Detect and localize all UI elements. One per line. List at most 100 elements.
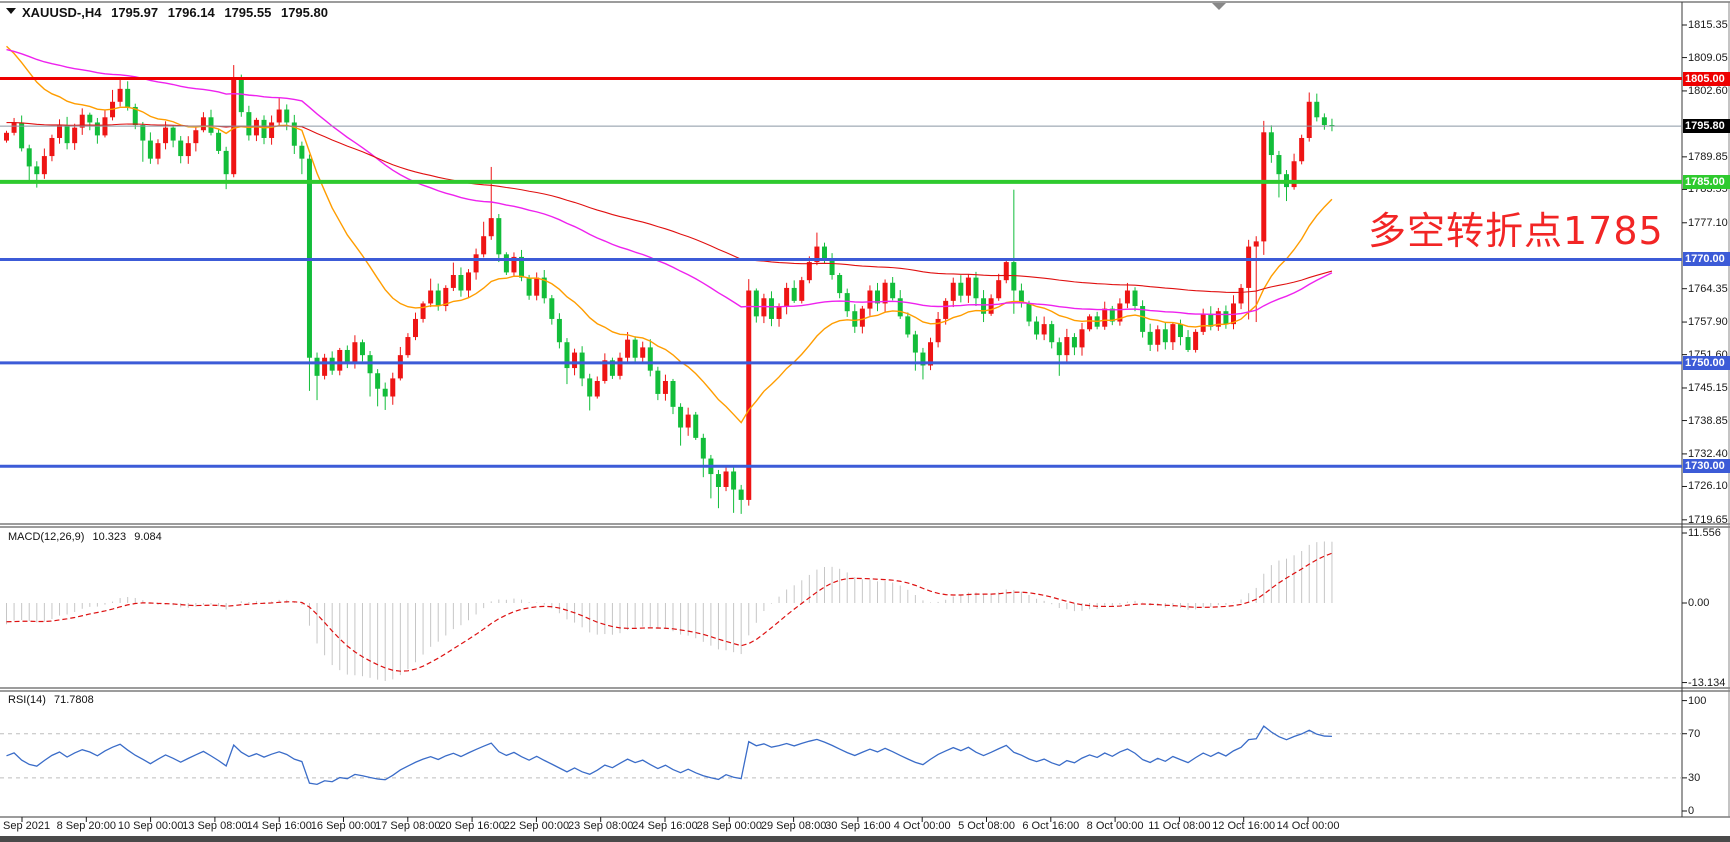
macd-axis-tick: 0.00 xyxy=(1688,597,1710,609)
candle xyxy=(564,342,570,369)
candle xyxy=(655,370,661,394)
time-axis-label: 17 Sep 08:00 xyxy=(375,820,441,832)
candle xyxy=(4,132,9,141)
rsi-axis-tick: 0 xyxy=(1688,805,1695,817)
candle xyxy=(526,277,532,296)
candle xyxy=(314,357,320,376)
candle xyxy=(799,280,805,301)
candle xyxy=(579,352,585,379)
time-axis-label: 8 Sep 20:00 xyxy=(56,820,116,832)
candle xyxy=(1246,246,1252,288)
rsi-name: RSI(14) xyxy=(8,694,46,706)
candle xyxy=(1321,117,1327,126)
price-level-badge: 1785.00 xyxy=(1683,174,1730,189)
candle xyxy=(1071,337,1077,348)
rsi-axis-tick: 30 xyxy=(1688,771,1701,784)
candle xyxy=(450,274,456,288)
candle xyxy=(1026,303,1032,322)
candle xyxy=(488,218,494,237)
candle xyxy=(26,148,32,167)
price-axis-tick: 1732.40 xyxy=(1688,447,1728,460)
time-axis-label: 20 Sep 16:00 xyxy=(439,820,505,832)
chart-header: XAUUSD-,H4 1795.97 1796.14 1795.55 1795.… xyxy=(22,5,334,20)
candle xyxy=(466,272,472,291)
candle xyxy=(269,122,275,138)
price-axis-tick: 1809.05 xyxy=(1688,51,1728,64)
candle xyxy=(897,298,903,317)
candle xyxy=(435,290,441,307)
time-axis-label: 29 Sep 08:00 xyxy=(760,820,827,832)
time-axis-label: 11 Oct 08:00 xyxy=(1148,820,1211,832)
candle xyxy=(670,380,676,407)
price-axis-tick: 1757.90 xyxy=(1688,316,1728,329)
candle xyxy=(700,437,706,459)
candle xyxy=(935,318,941,343)
time-axis-label: 12 Oct 16:00 xyxy=(1212,820,1276,832)
candle xyxy=(1268,132,1274,156)
candle xyxy=(519,256,525,278)
candle xyxy=(397,355,403,379)
candle xyxy=(594,380,600,397)
candle xyxy=(678,406,684,428)
rsi-axis-tick: 70 xyxy=(1688,727,1701,740)
time-axis-label: 5 Oct 08:00 xyxy=(958,820,1015,832)
candle xyxy=(1261,132,1267,242)
time-axis-label: 16 Sep 00:00 xyxy=(310,820,377,832)
candle xyxy=(200,117,206,131)
time-axis-label: 23 Sep 08:00 xyxy=(567,820,634,832)
time-axis-label: 14 Oct 00:00 xyxy=(1276,820,1340,832)
candle xyxy=(1087,316,1093,330)
candle xyxy=(928,342,934,366)
candle xyxy=(784,287,790,307)
candle xyxy=(806,262,812,281)
rsi-label: RSI(14) 71.7808 xyxy=(8,694,99,706)
candle xyxy=(208,117,214,133)
candle xyxy=(1117,303,1123,322)
candle xyxy=(170,127,176,141)
time-axis-label: 6 Oct 16:00 xyxy=(1022,820,1080,832)
candle xyxy=(882,282,888,304)
price-axis-tick: 1745.15 xyxy=(1688,381,1728,394)
candle xyxy=(981,298,987,314)
candle xyxy=(140,125,146,141)
price-axis-tick: 1777.10 xyxy=(1688,216,1728,229)
candle xyxy=(829,259,835,275)
candle xyxy=(625,339,631,358)
candle xyxy=(261,119,267,138)
price-level-badge: 1730.00 xyxy=(1683,459,1730,474)
candle xyxy=(1124,290,1130,304)
price-level-badge: 1805.00 xyxy=(1683,71,1730,86)
symbol-title: XAUUSD-,H4 xyxy=(22,5,102,20)
candle xyxy=(867,290,873,309)
macd-axis-tick: -13.134 xyxy=(1688,676,1726,689)
candle xyxy=(132,106,138,126)
price-axis-tick: 1815.35 xyxy=(1688,19,1728,31)
candle xyxy=(761,298,767,317)
candle xyxy=(246,112,252,136)
candle xyxy=(549,298,555,319)
time-axis-label: 28 Sep 00:00 xyxy=(696,820,763,832)
candle xyxy=(11,122,17,133)
candle xyxy=(958,282,964,296)
ohlc-low: 1795.55 xyxy=(224,5,272,20)
candle xyxy=(821,246,827,260)
candle xyxy=(405,337,411,356)
candle xyxy=(1223,311,1229,325)
candle xyxy=(746,290,752,500)
candle xyxy=(87,114,93,123)
candle xyxy=(443,287,449,307)
price-axis-tick: 1764.35 xyxy=(1688,282,1728,295)
candle xyxy=(284,109,290,123)
candle xyxy=(572,352,578,369)
candle xyxy=(1306,101,1312,138)
candle xyxy=(1177,324,1183,338)
ma-long-red xyxy=(6,122,1333,294)
price-axis-tick: 1738.85 xyxy=(1688,414,1728,427)
candle xyxy=(844,293,850,312)
candle xyxy=(1314,101,1320,118)
candle xyxy=(731,471,737,490)
candle xyxy=(390,378,396,397)
candle xyxy=(1109,308,1115,322)
candle xyxy=(1034,321,1040,335)
